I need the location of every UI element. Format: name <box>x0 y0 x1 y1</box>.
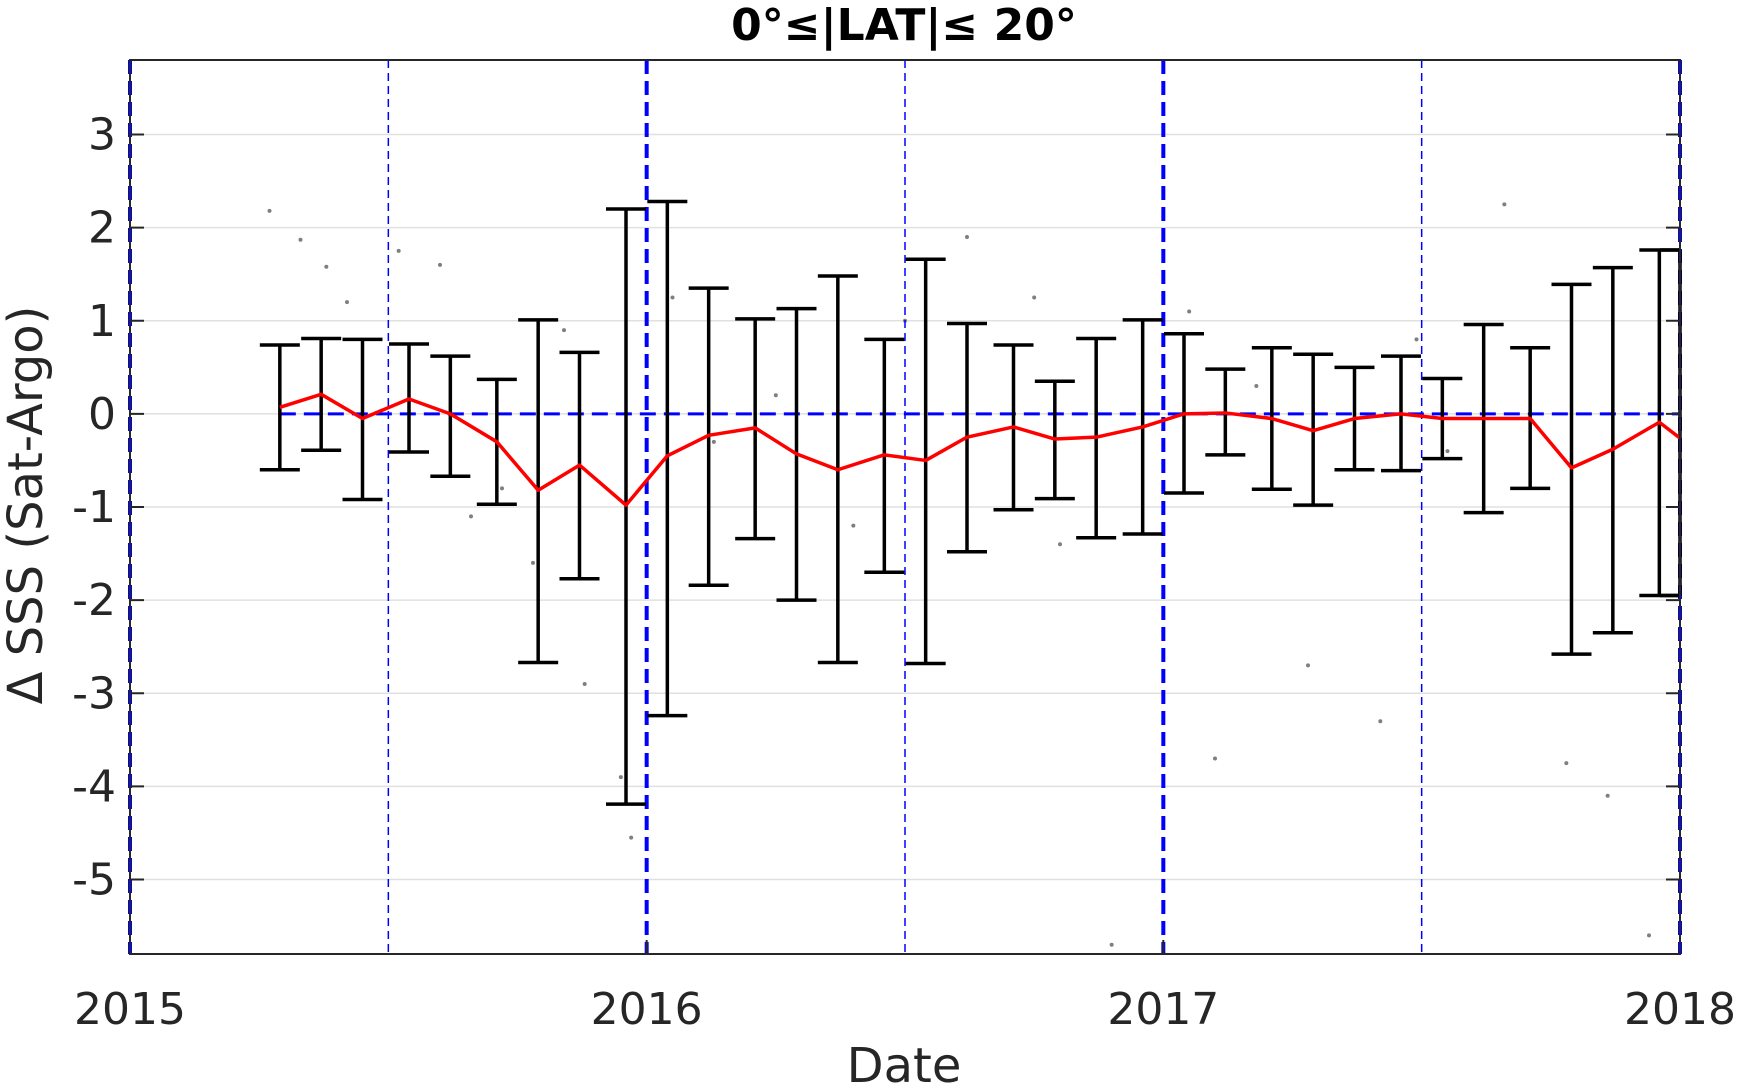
y-tick-label: -4 <box>72 761 116 812</box>
scatter-point <box>1187 309 1192 314</box>
y-tick-label: 3 <box>88 110 116 161</box>
scatter-point <box>1032 295 1037 300</box>
scatter-point <box>438 262 442 267</box>
scatter-point <box>298 237 303 242</box>
scatter-point <box>1306 663 1310 668</box>
scatter-point <box>562 328 566 333</box>
y-tick-label: -3 <box>72 668 116 719</box>
scatter-point <box>851 523 856 528</box>
scatter-point <box>1058 542 1062 547</box>
scatter-point <box>1414 337 1419 342</box>
x-axis: 2015 2016 2017 2018 <box>74 940 1736 1035</box>
scatter-point <box>1564 761 1569 766</box>
scatter-point <box>324 264 329 269</box>
x-axis-title: Date <box>847 1038 962 1087</box>
mean-line-layer <box>279 392 1682 507</box>
scatter-point <box>1445 449 1450 454</box>
scatter-point <box>1605 793 1610 798</box>
x-tick-label: 2015 <box>74 984 186 1035</box>
scatter-point <box>773 393 778 398</box>
y-tick-label: 1 <box>88 296 116 347</box>
x-tick-label: 2016 <box>591 984 703 1035</box>
scatter-point <box>670 295 675 300</box>
scatter-point <box>1502 202 1507 207</box>
scatter-point <box>965 234 969 239</box>
scatter-layer <box>267 202 1651 947</box>
scatter-point <box>711 439 716 444</box>
scatter-point <box>1647 933 1651 938</box>
y-axis: 3 2 1 0 -1 -2 -3 -4 -5 <box>72 110 1680 906</box>
y-tick-label: 2 <box>88 203 116 254</box>
scatter-point <box>618 775 623 780</box>
x-tick-label: 2017 <box>1107 984 1219 1035</box>
y-tick-label: -1 <box>72 482 116 533</box>
x-tick-label: 2018 <box>1624 984 1736 1035</box>
scatter-point <box>500 486 504 491</box>
scatter-point <box>267 208 272 213</box>
scatter-point <box>531 560 535 565</box>
scatter-point <box>629 835 634 840</box>
scatter-point <box>469 514 473 519</box>
y-tick-label: 0 <box>88 389 116 440</box>
y-axis-title: Δ SSS (Sat-Argo) <box>0 306 54 705</box>
scatter-point <box>582 681 587 686</box>
scatter-point <box>396 248 401 253</box>
scatter-point <box>1254 383 1259 388</box>
y-tick-label: -5 <box>72 855 116 906</box>
chart-title: 0°≤|LAT|≤ 20° <box>731 0 1077 51</box>
y-tick-label: -2 <box>72 575 116 626</box>
mean-line <box>279 392 1682 507</box>
scatter-point <box>1109 942 1114 947</box>
scatter-point <box>1213 756 1217 761</box>
scatter-point <box>345 300 349 305</box>
scatter-point <box>1378 719 1383 724</box>
